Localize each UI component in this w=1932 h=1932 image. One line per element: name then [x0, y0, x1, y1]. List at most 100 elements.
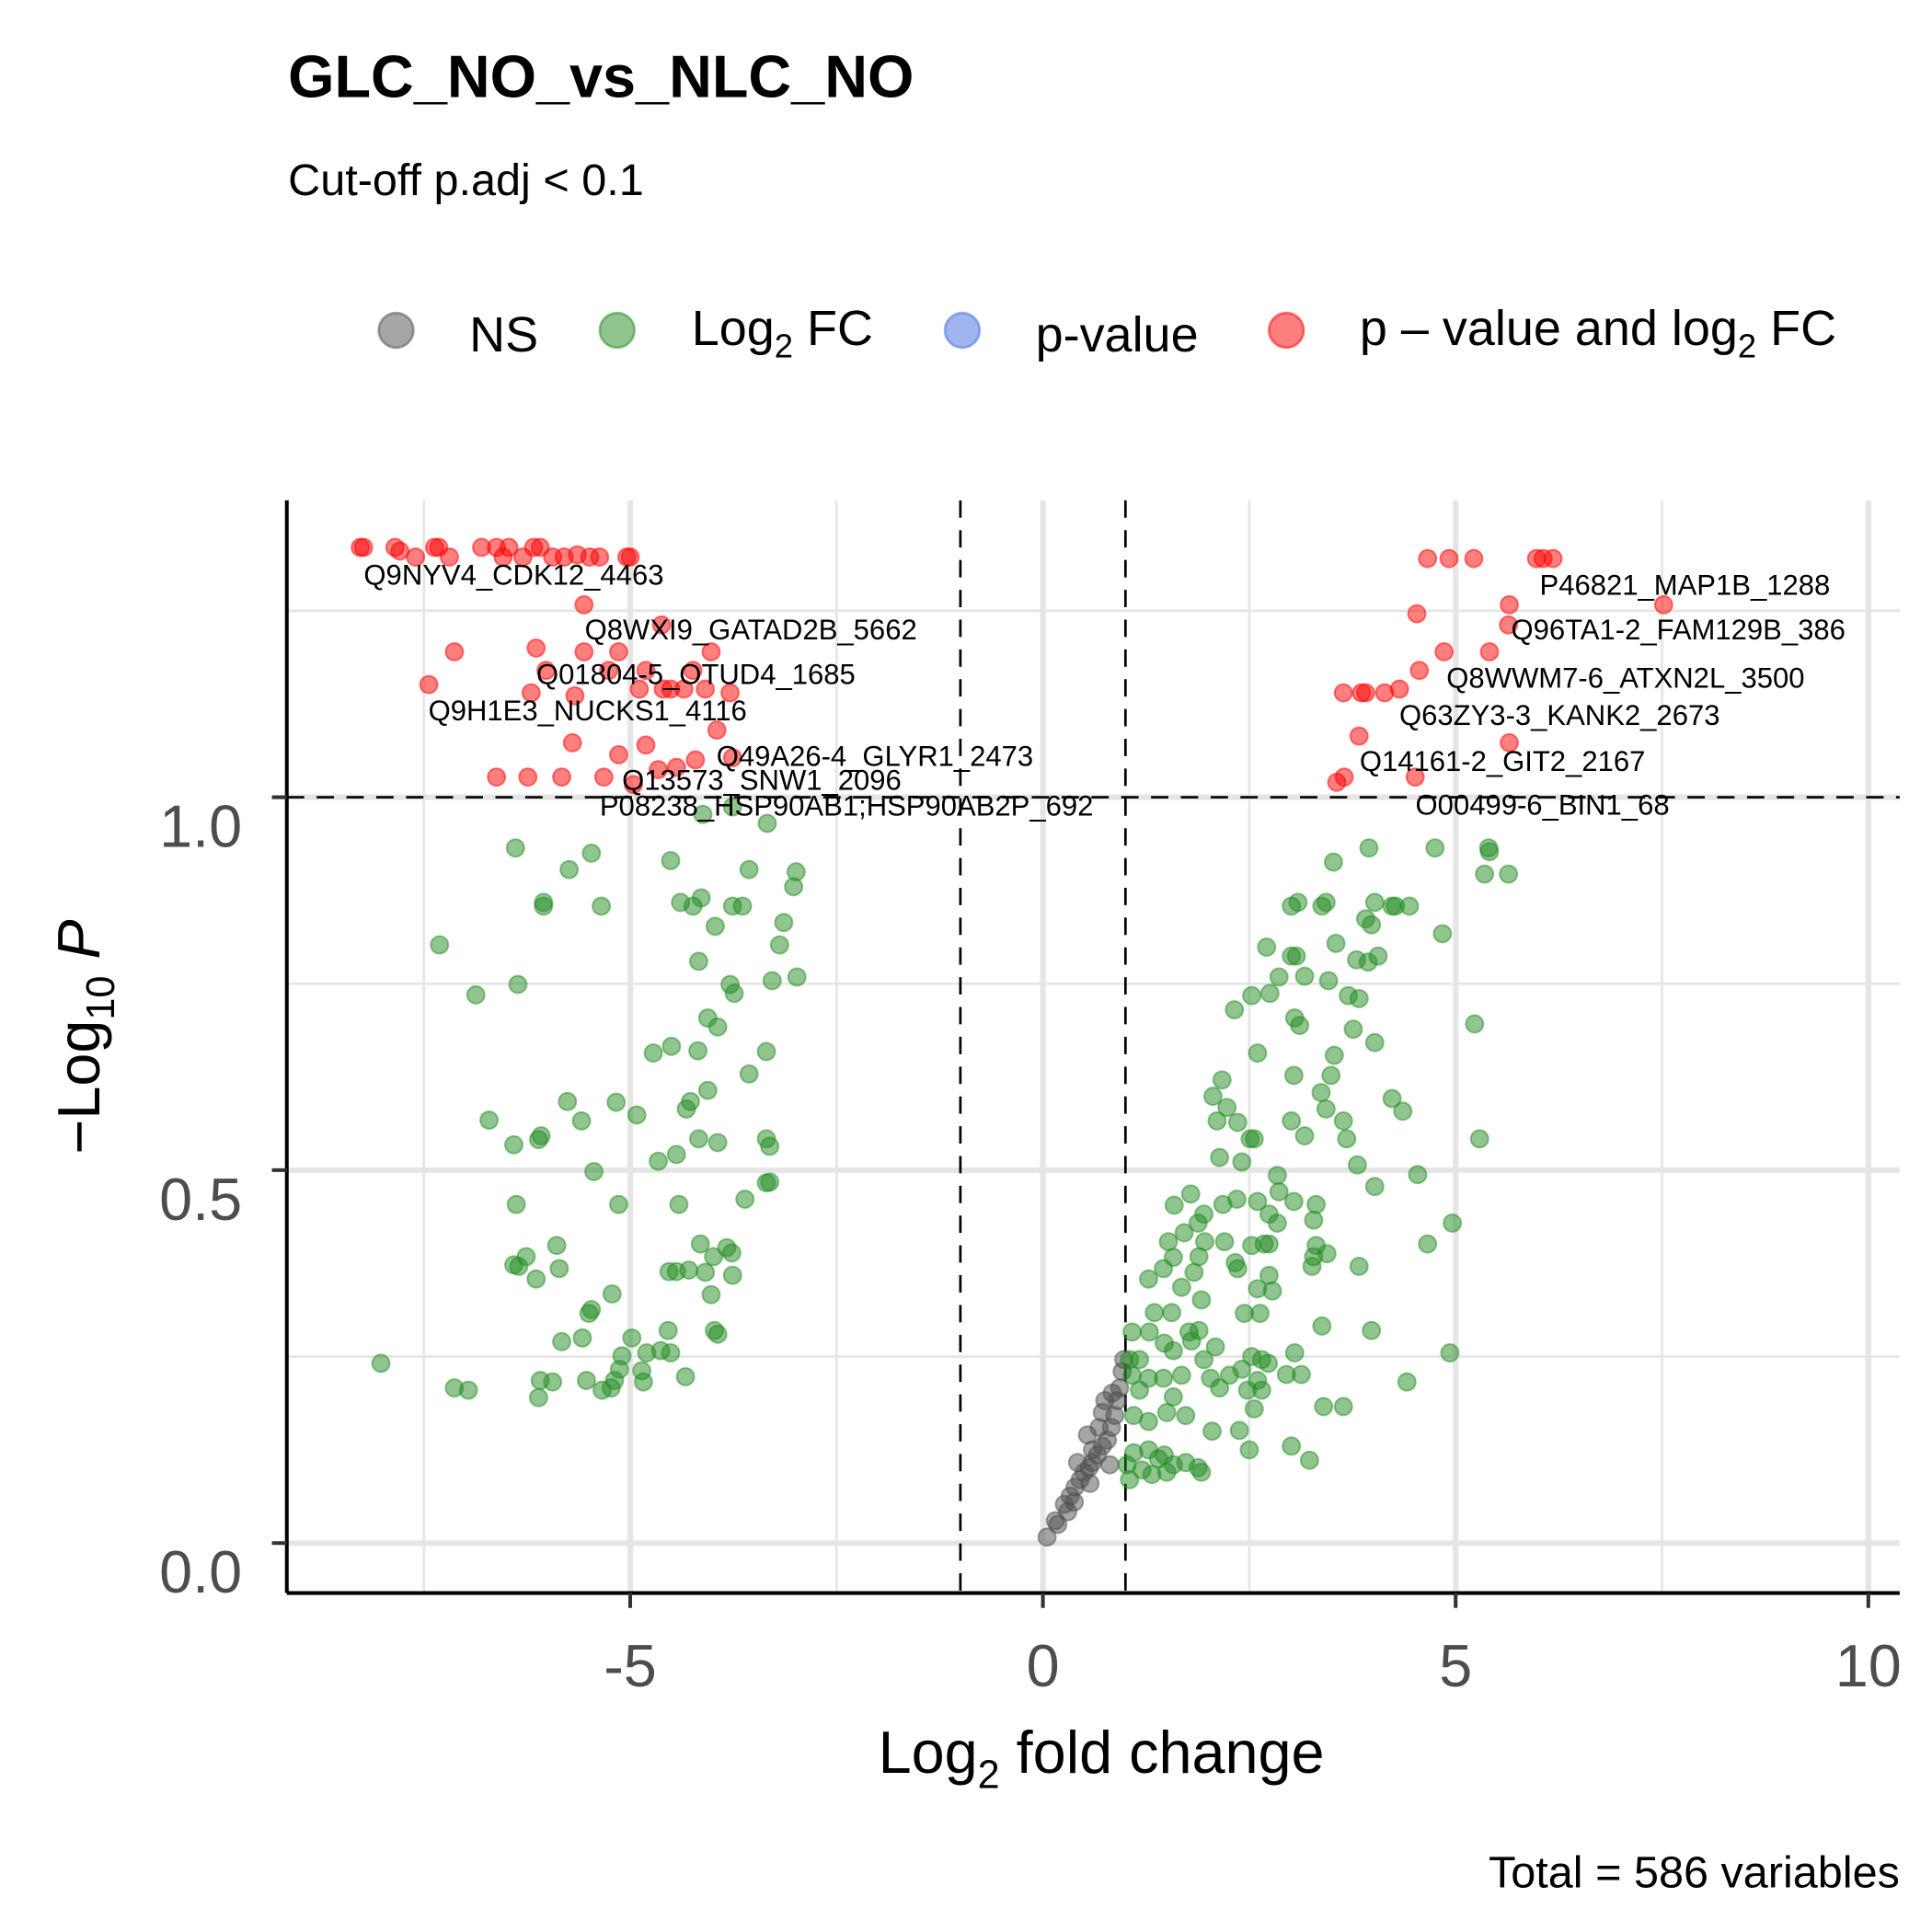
data-point	[1469, 1129, 1489, 1149]
point-label: Q01804-5_OTUD4_1685	[536, 659, 856, 691]
data-point	[1326, 933, 1346, 953]
data-point	[1283, 1065, 1304, 1086]
data-point	[1393, 1101, 1413, 1121]
data-point	[576, 1371, 596, 1390]
caption: Total = 586 variables	[1489, 1847, 1900, 1897]
data-point	[1259, 1234, 1279, 1254]
data-point	[1304, 1210, 1324, 1230]
data-point	[697, 1080, 718, 1100]
data-point	[721, 1243, 742, 1263]
data-point	[1500, 732, 1519, 753]
data-point	[1205, 1337, 1225, 1357]
point-label: Q8WXI9_GATAD2B_5662	[585, 614, 917, 646]
data-point	[1434, 642, 1455, 661]
data-point	[669, 1194, 689, 1214]
data-point	[1302, 1257, 1322, 1276]
legend-p-label: p-value	[1036, 307, 1199, 362]
x-tick-label: -5	[604, 1632, 657, 1699]
data-point	[627, 1105, 647, 1125]
point-label: P08238_HSP90AB1;HSP90AB2P_692	[600, 790, 1094, 822]
data-point	[440, 547, 459, 567]
data-point	[479, 1110, 500, 1131]
data-point	[1284, 1343, 1305, 1363]
data-point	[601, 1378, 621, 1398]
data-point	[1439, 548, 1459, 569]
data-point	[1248, 1191, 1268, 1212]
data-point	[1364, 1177, 1385, 1197]
data-point	[1282, 1110, 1302, 1131]
data-point	[1225, 1000, 1245, 1020]
data-point	[1154, 1259, 1174, 1279]
data-point	[1219, 1365, 1239, 1386]
data-point	[689, 951, 708, 972]
point-label: Q13573_SNW1_2096	[622, 764, 902, 796]
data-point	[661, 1036, 682, 1056]
data-point	[1202, 1421, 1222, 1442]
data-point	[1343, 1019, 1363, 1040]
data-point	[505, 838, 525, 858]
data-point	[1269, 967, 1289, 987]
data-point	[1251, 1380, 1271, 1400]
point-label: Q14161-2_GIT2_2167	[1360, 745, 1646, 777]
data-point	[762, 971, 782, 991]
data-point	[1191, 1290, 1212, 1310]
data-point	[1214, 1232, 1235, 1252]
data-point	[769, 935, 789, 955]
data-point	[1184, 1262, 1204, 1282]
data-point	[636, 661, 656, 681]
legend-ns-marker-icon	[377, 311, 415, 350]
data-point	[599, 661, 619, 681]
data-point	[406, 547, 426, 567]
data-point	[1364, 892, 1385, 913]
y-tick-label: 0.5	[159, 1166, 242, 1233]
data-point	[666, 1144, 686, 1165]
data-point	[1138, 1411, 1158, 1432]
data-point	[707, 720, 727, 741]
data-point	[1349, 988, 1369, 1008]
data-point	[1374, 683, 1395, 703]
data-point	[1499, 615, 1519, 635]
data-point	[1364, 1032, 1385, 1052]
data-point	[458, 1380, 478, 1400]
point-label: Q63ZY3-3_KANK2_2673	[1399, 699, 1719, 731]
data-point	[724, 983, 744, 1004]
data-point	[1244, 1129, 1264, 1149]
data-point	[693, 804, 713, 824]
data-point	[1500, 594, 1519, 615]
x-tick-label: 10	[1835, 1632, 1902, 1699]
data-point	[1122, 1322, 1142, 1342]
data-point	[722, 748, 742, 768]
data-point	[1158, 1232, 1179, 1252]
data-point	[1242, 985, 1262, 1006]
data-point	[1440, 1343, 1460, 1363]
data-point	[676, 1098, 696, 1119]
legend-fc-marker-icon	[598, 311, 637, 350]
data-point	[1239, 1440, 1259, 1460]
data-point	[1144, 1303, 1165, 1323]
data-point	[624, 775, 644, 795]
data-point	[1306, 1194, 1327, 1214]
data-point	[581, 843, 602, 863]
data-point	[1362, 1320, 1382, 1340]
data-point	[536, 661, 556, 681]
data-point	[1130, 1380, 1150, 1400]
data-point	[1130, 1350, 1150, 1370]
data-point	[1382, 1088, 1402, 1109]
data-point	[1154, 1368, 1174, 1388]
data-point	[690, 1234, 710, 1254]
data-point	[608, 744, 628, 765]
data-point	[1291, 1364, 1311, 1385]
data-point	[571, 1110, 592, 1131]
data-point	[675, 1366, 696, 1386]
data-point	[1324, 1045, 1344, 1065]
data-point	[1290, 1016, 1310, 1036]
data-point	[704, 1247, 724, 1267]
data-point	[722, 1265, 742, 1285]
data-point	[720, 683, 741, 703]
data-point	[353, 537, 374, 558]
data-point	[673, 679, 694, 699]
data-point	[787, 967, 807, 987]
data-point	[1227, 1112, 1248, 1133]
data-point	[1312, 1316, 1332, 1336]
data-point	[1176, 1406, 1196, 1426]
